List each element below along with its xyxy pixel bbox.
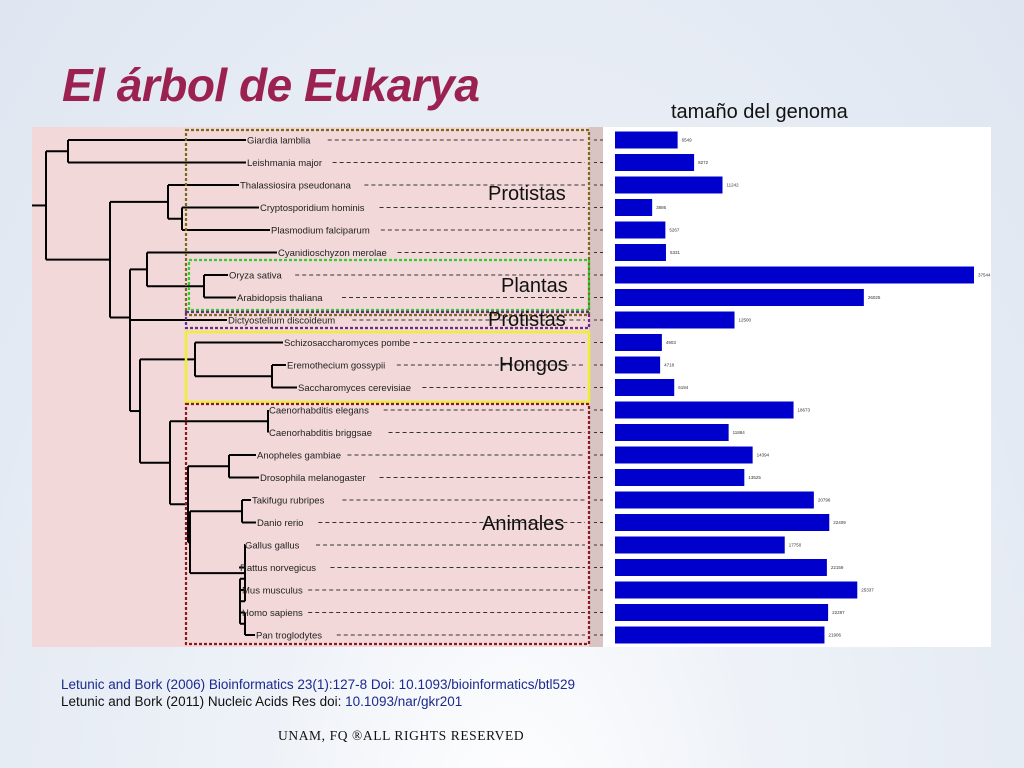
species-label-leishmania-major: Leishmania major (247, 158, 322, 169)
genome-bar-homo-sapiens (615, 604, 829, 621)
genome-bar-arabidopsis-thaliana (615, 289, 864, 306)
species-label-gallus-gallus: Gallus gallus (245, 541, 300, 552)
genome-value-rattus-norvegicus: 22159 (831, 565, 844, 570)
genome-bar-danio-rerio (615, 514, 830, 531)
group-label-hongos: Hongos (499, 354, 568, 376)
species-label-mus-musculus: Mus musculus (242, 586, 303, 597)
genome-value-cryptosporidium-hominis: 3886 (656, 205, 667, 210)
citation-1: Letunic and Bork (2006) Bioinformatics 2… (61, 677, 576, 692)
genome-bar-gallus-gallus (615, 536, 785, 554)
phylogenetic-tree (32, 139, 297, 636)
genome-bar-pan-troglodytes (615, 626, 825, 644)
species-label-drosophila-melanogaster: Drosophila melanogaster (260, 473, 366, 484)
genome-bar-dictyostelium-discoideum (615, 311, 735, 329)
genome-value-caenorhabditis-briggsae: 11884 (733, 430, 746, 435)
group-box-protistas (184, 128, 591, 317)
species-label-arabidopsis-thaliana: Arabidopsis thaliana (237, 293, 323, 304)
genome-value-oryza-sativa: 37544 (978, 273, 991, 278)
genome-value-danio-rerio: 22409 (833, 520, 846, 525)
genome-value-takifugu-rubripes: 20796 (818, 498, 831, 503)
species-label-schizosaccharomyces-pombe: Schizosaccharomyces pombe (284, 338, 410, 349)
species-label-caenorhabditis-elegans: Caenorhabditis elegans (269, 406, 369, 417)
genome-value-leishmania-major: 8272 (698, 160, 709, 165)
genome-value-homo-sapiens: 22287 (832, 610, 845, 615)
species-label-thalassiosira-pseudonana: Thalassiosira pseudonana (240, 181, 352, 192)
genome-bar-thalassiosira-pseudonana (615, 176, 723, 194)
genome-bar-schizosaccharomyces-pombe (615, 334, 662, 351)
genome-bar-takifugu-rubripes (615, 491, 814, 509)
genome-bar-mus-musculus (615, 581, 858, 599)
genome-value-saccharomyces-cerevisiae: 6194 (678, 385, 689, 390)
genome-size-heading: tamaño del genoma (671, 101, 848, 123)
citation-2-doi: 10.1093/nar/gkr201 (345, 694, 463, 709)
species-label-rattus-norvegicus: Rattus norvegicus (240, 563, 316, 574)
genome-value-cyanidioschyzon-merolae: 5331 (670, 250, 681, 255)
group-label-protistas-2: Protistas (488, 309, 566, 331)
group-label-protistas: Protistas (488, 183, 566, 205)
group-box-animales (184, 402, 591, 646)
genome-value-thalassiosira-pseudonana: 11242 (726, 183, 739, 188)
group-boxes (184, 128, 591, 646)
species-label-takifugu-rubripes: Takifugu rubripes (252, 496, 325, 507)
genome-bar-giardia-lamblia (615, 131, 678, 149)
genome-value-gallus-gallus: 17750 (789, 543, 802, 548)
genome-value-mus-musculus: 25337 (861, 588, 874, 593)
species-label-eremothecium-gossypii: Eremothecium gossypii (287, 361, 385, 372)
group-label-plantas: Plantas (501, 275, 568, 297)
species-label-saccharomyces-cerevisiae: Saccharomyces cerevisiae (298, 383, 411, 394)
species-labels: Giardia lamblia Leishmania major Thalassio… (228, 136, 411, 642)
group-box-plantas (187, 258, 591, 312)
species-label-cyanidioschyzon-merolae: Cyanidioschyzon merolae (278, 248, 387, 259)
genome-value-dictyostelium-discoideum: 12500 (739, 318, 752, 323)
genome-value-schizosaccharomyces-pombe: 4903 (666, 340, 677, 345)
eukarya-tree-figure: Giardia lamblia Leishmania major Thalassio… (32, 127, 991, 647)
genome-bar-saccharomyces-cerevisiae (615, 379, 675, 396)
citations: Letunic and Bork (2006) Bioinformatics 2… (61, 676, 575, 710)
genome-value-pan-troglodytes: 21906 (828, 633, 841, 638)
footer-copyright: UNAM, FQ ®ALL RIGHTS RESERVED (278, 728, 525, 743)
genome-value-anopheles-gambiae: 14394 (757, 453, 770, 458)
genome-bar-eremothecium-gossypii (615, 356, 661, 374)
genome-value-caenorhabditis-elegans: 18673 (798, 408, 811, 413)
species-label-cryptosporidium-hominis: Cryptosporidium hominis (260, 203, 365, 214)
genome-bar-cyanidioschyzon-merolae (615, 244, 666, 261)
group-box-protistas-2 (184, 310, 591, 330)
species-label-anopheles-gambiae: Anopheles gambiae (257, 451, 341, 462)
group-label-animales: Animales (482, 513, 565, 535)
group-box-hongos (184, 330, 591, 404)
leader-lines (295, 139, 606, 636)
citation-2-text: Letunic and Bork (2011) Nucleic Acids Re… (61, 694, 346, 709)
species-label-dictyostelium-discoideum: Dictyostelium discoideum (228, 316, 335, 327)
genome-value-eremothecium-gossypii: 4718 (664, 363, 675, 368)
genome-bar-oryza-sativa (615, 266, 974, 284)
citation-2: Letunic and Bork (2011) Nucleic Acids Re… (61, 693, 575, 710)
genome-bar-drosophila-melanogaster (615, 469, 745, 486)
genome-bar-caenorhabditis-elegans (615, 401, 794, 419)
genome-bar-anopheles-gambiae (615, 446, 753, 464)
species-label-plasmodium-falciparum: Plasmodium falciparum (271, 226, 370, 237)
tree-and-bars-svg: Giardia lamblia Leishmania major Thalassio… (32, 128, 991, 646)
genome-bar-leishmania-major (615, 154, 695, 171)
species-label-homo-sapiens: Homo sapiens (242, 608, 303, 619)
genome-value-arabidopsis-thaliana: 26025 (868, 295, 881, 300)
slide-title: El árbol de Eukarya (62, 59, 480, 111)
genome-bar-plasmodium-falciparum (615, 221, 666, 239)
genome-bar-caenorhabditis-briggsae (615, 424, 729, 441)
genome-size-bars: 6549 8272 11242 3886 5267 5331 37544 26025 12500… (615, 131, 991, 644)
species-label-pan-troglodytes: Pan troglodytes (256, 631, 322, 642)
species-label-giardia-lamblia: Giardia lamblia (247, 136, 311, 147)
genome-value-drosophila-melanogaster: 13525 (748, 475, 761, 480)
species-label-danio-rerio: Danio rerio (257, 518, 303, 529)
genome-bar-rattus-norvegicus (615, 559, 827, 576)
genome-bar-cryptosporidium-hominis (615, 199, 653, 216)
genome-value-giardia-lamblia: 6549 (682, 138, 693, 143)
species-label-caenorhabditis-briggsae: Caenorhabditis briggsae (269, 428, 372, 439)
species-label-oryza-sativa: Oryza sativa (229, 271, 283, 282)
genome-value-plasmodium-falciparum: 5267 (669, 228, 680, 233)
